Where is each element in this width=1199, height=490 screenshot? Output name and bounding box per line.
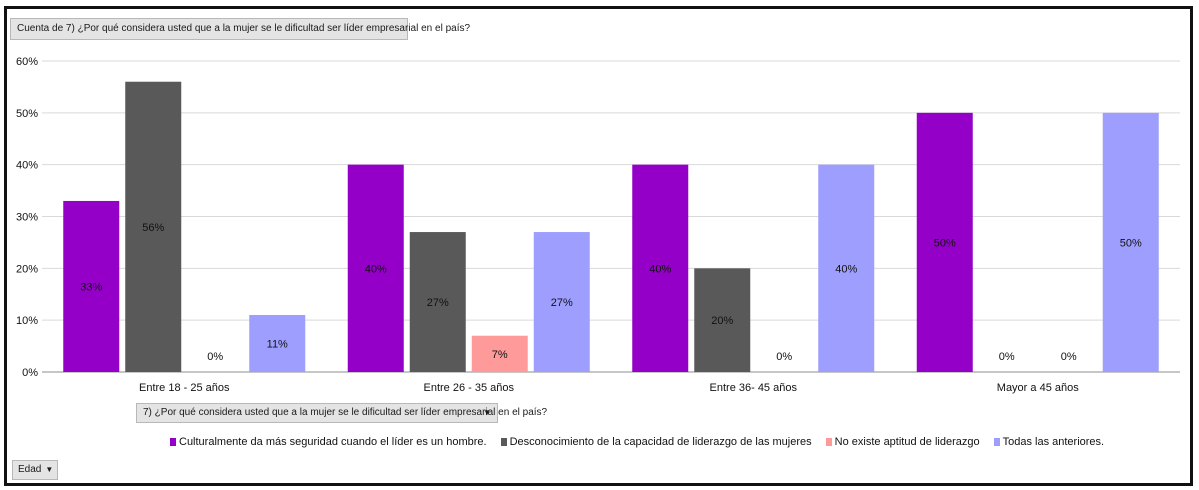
y-tick-label: 50% [16, 108, 38, 120]
y-tick-label: 20% [16, 263, 38, 275]
caret-down-icon[interactable]: ▼ [45, 465, 54, 474]
data-label: 0% [999, 351, 1015, 363]
legend-swatch [993, 438, 1000, 446]
data-label: 40% [649, 263, 671, 275]
bar [916, 112, 973, 372]
bar [409, 232, 466, 372]
legend-item: Culturalmente da más seguridad cuando el… [170, 436, 487, 448]
legend-swatch [500, 438, 507, 446]
bar [818, 164, 875, 372]
legend-item: No existe aptitud de liderazgo [825, 436, 980, 448]
legend-item: Desconocimiento de la capacidad de lider… [500, 436, 812, 448]
x-tick-label: Entre 18 - 25 años [139, 382, 230, 394]
data-label: 40% [835, 263, 857, 275]
data-label: 0% [1061, 351, 1077, 363]
legend-field-button[interactable]: 7) ¿Por qué considera usted que a la muj… [136, 403, 547, 423]
y-tick-label: 40% [16, 160, 38, 172]
values-field-button[interactable]: Cuenta de 7) ¿Por qué considera usted qu… [10, 18, 470, 40]
data-label: 50% [934, 237, 956, 249]
y-tick-label: 10% [16, 315, 38, 327]
chart-legend: Culturalmente da más seguridad cuando el… [170, 436, 1104, 448]
legend-label: Culturalmente da más seguridad cuando el… [179, 436, 487, 448]
data-label: 33% [80, 281, 102, 293]
data-label: 20% [711, 315, 733, 327]
y-tick-label: 0% [22, 367, 38, 379]
legend-swatch [825, 438, 832, 446]
legend-label: No existe aptitud de liderazgo [834, 436, 980, 448]
caret-down-icon[interactable]: ▼ [483, 408, 491, 417]
bar [533, 232, 590, 372]
legend-label: Todas las anteriores. [1002, 436, 1105, 448]
data-label: 0% [776, 351, 792, 363]
data-label: 56% [142, 222, 164, 234]
data-label: 7% [492, 349, 508, 361]
values-field-label: Cuenta de 7) ¿Por qué considera usted qu… [17, 23, 471, 34]
x-tick-label: Mayor a 45 años [997, 382, 1079, 394]
bar [694, 268, 751, 372]
data-label: 50% [1120, 237, 1142, 249]
legend-item: Todas las anteriores. [993, 436, 1105, 448]
bar [1102, 112, 1159, 372]
data-label: 27% [551, 297, 573, 309]
x-tick-label: Entre 36- 45 años [710, 382, 798, 394]
bar [471, 335, 528, 372]
bar [632, 164, 689, 372]
data-label: 0% [207, 351, 223, 363]
axis-field-label: Edad [18, 464, 42, 475]
legend-field-label: 7) ¿Por qué considera usted que a la muj… [143, 407, 548, 418]
y-tick-label: 30% [16, 212, 38, 224]
data-label: 11% [267, 338, 288, 350]
axis-field-button[interactable]: Edad ▼ [12, 460, 58, 480]
data-label: 27% [427, 297, 449, 309]
bar [347, 164, 404, 372]
data-label: 40% [365, 263, 387, 275]
bar [125, 81, 182, 372]
y-tick-label: 60% [16, 56, 38, 68]
bar [63, 200, 120, 372]
legend-swatch [170, 438, 176, 446]
bar [249, 314, 306, 372]
x-tick-label: Entre 26 - 35 años [423, 382, 514, 394]
legend-label: Desconocimiento de la capacidad de lider… [509, 436, 812, 448]
